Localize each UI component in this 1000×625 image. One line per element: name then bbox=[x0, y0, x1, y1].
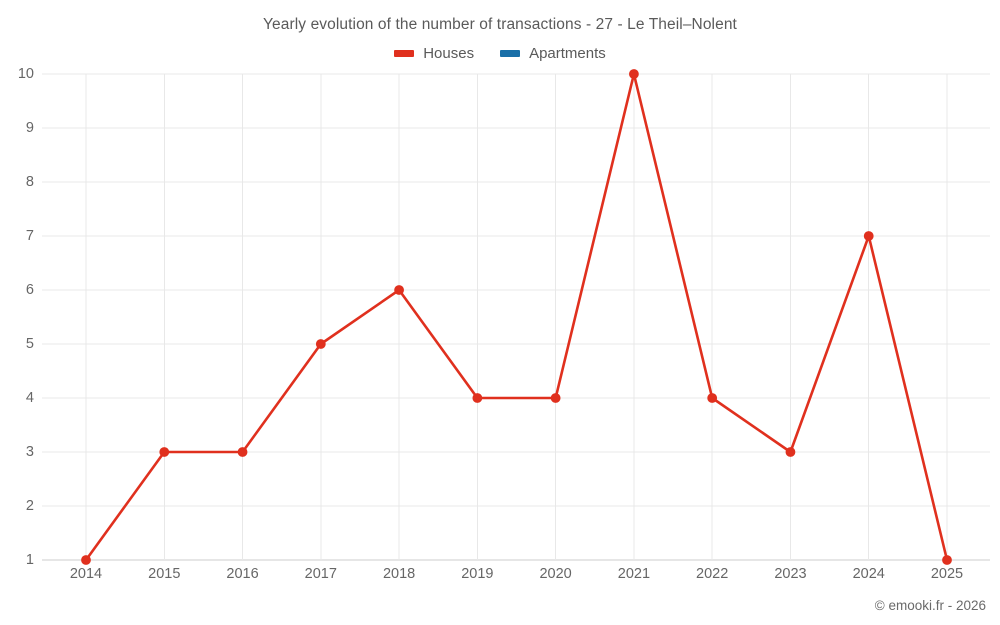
plot-area bbox=[42, 69, 990, 565]
chart-legend: Houses Apartments bbox=[0, 45, 1000, 62]
data-point[interactable] bbox=[81, 555, 91, 565]
x-axis-tick-label: 2024 bbox=[852, 566, 885, 582]
data-point[interactable] bbox=[237, 447, 248, 457]
x-axis-tick-label: 2017 bbox=[304, 566, 337, 582]
x-axis-tick-label: 2022 bbox=[696, 566, 729, 582]
x-axis-tick-label: 2015 bbox=[148, 566, 181, 582]
data-point[interactable] bbox=[629, 69, 639, 79]
x-axis-tick-label: 2014 bbox=[69, 566, 103, 582]
data-point[interactable] bbox=[315, 339, 326, 349]
plot-svg bbox=[42, 69, 990, 565]
x-axis-tick-label: 2016 bbox=[226, 566, 259, 582]
data-point[interactable] bbox=[785, 447, 796, 457]
data-point[interactable] bbox=[942, 555, 952, 565]
y-axis-tick-label: 6 bbox=[25, 282, 34, 298]
data-point[interactable] bbox=[472, 393, 483, 403]
legend-label-apartments: Apartments bbox=[529, 45, 606, 62]
legend-item-houses[interactable]: Houses bbox=[394, 45, 474, 62]
x-axis-tick-label: 2019 bbox=[461, 566, 494, 582]
data-point[interactable] bbox=[550, 393, 561, 403]
legend-swatch-houses bbox=[394, 50, 415, 57]
legend-swatch-apartments bbox=[500, 50, 521, 57]
footer-credit: © emooki.fr - 2026 bbox=[874, 598, 986, 613]
data-point[interactable] bbox=[707, 393, 718, 403]
x-axis-tick-label: 2025 bbox=[930, 566, 964, 582]
data-point[interactable] bbox=[159, 447, 170, 457]
x-axis-tick-label: 2021 bbox=[617, 566, 651, 582]
legend-item-apartments[interactable]: Apartments bbox=[500, 45, 606, 62]
x-axis-tick-label: 2020 bbox=[539, 566, 572, 582]
x-axis-labels: 2014 2015 2016 2017 2018 2019 2020 2021 2022 2023… bbox=[42, 566, 990, 590]
y-axis-tick-label: 9 bbox=[25, 120, 34, 136]
y-axis-tick-label: 4 bbox=[25, 390, 34, 406]
data-point[interactable] bbox=[863, 231, 874, 241]
chart-title: Yearly evolution of the number of transa… bbox=[263, 16, 737, 33]
y-axis-tick-label: 5 bbox=[25, 336, 34, 352]
y-axis-tick-label: 2 bbox=[25, 498, 34, 514]
x-axis-tick-label: 2023 bbox=[774, 566, 807, 582]
y-axis-labels: 1 2 3 4 5 6 7 8 9 10 bbox=[0, 66, 34, 568]
y-axis-tick-label: 7 bbox=[25, 228, 34, 244]
y-axis-tick-label: 3 bbox=[25, 444, 34, 460]
x-axis-tick-label: 2018 bbox=[382, 566, 416, 582]
y-axis-tick-label: 10 bbox=[17, 66, 34, 82]
y-axis-tick-label: 1 bbox=[25, 552, 34, 568]
data-point[interactable] bbox=[394, 285, 404, 295]
legend-label-houses: Houses bbox=[423, 45, 475, 62]
y-axis-tick-label: 8 bbox=[25, 174, 34, 190]
series-line-houses bbox=[84, 72, 949, 562]
